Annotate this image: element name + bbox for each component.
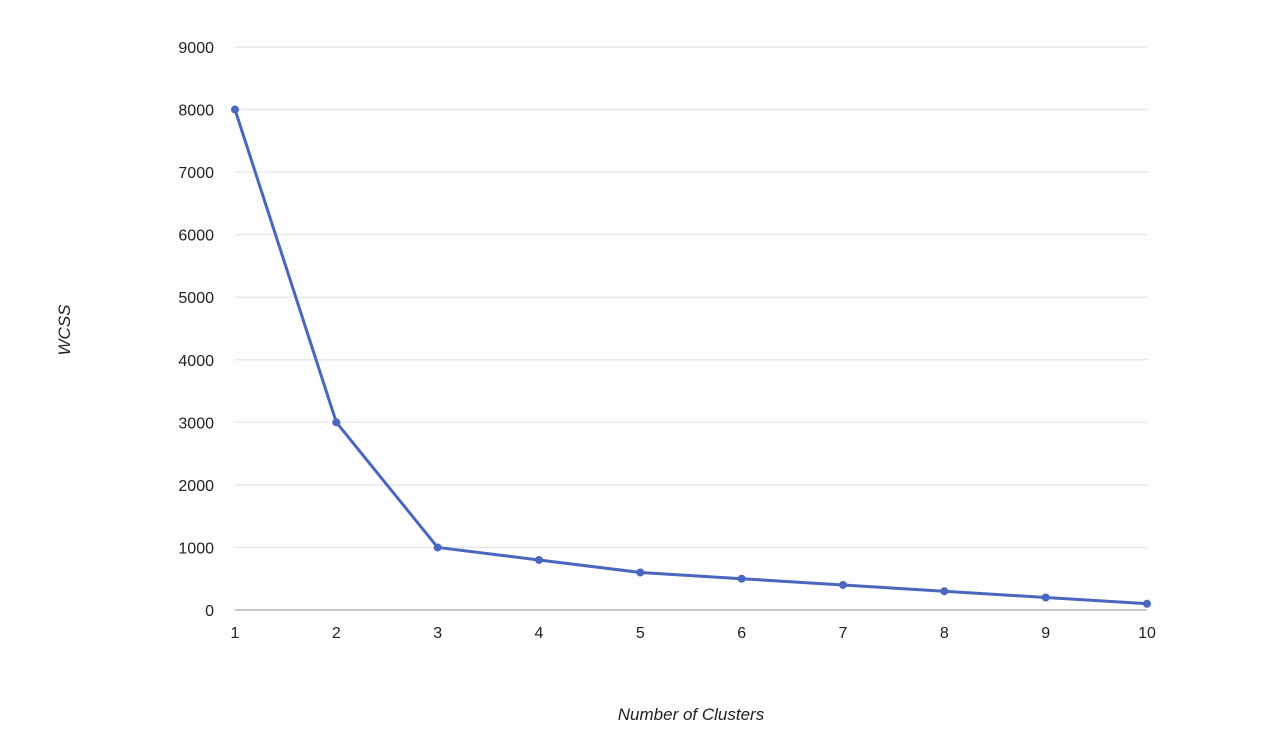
y-tick-label: 6000 (178, 228, 214, 245)
data-point (535, 555, 543, 564)
data-point (737, 574, 746, 583)
y-tick-label: 8000 (178, 103, 214, 120)
x-tick-label: 3 (433, 625, 442, 642)
y-tick-label: 4000 (178, 353, 214, 370)
data-point (332, 418, 341, 427)
y-tick-label: 0 (205, 603, 214, 620)
data-point (636, 568, 645, 577)
data-point (433, 543, 442, 552)
y-tick-label: 5000 (178, 290, 214, 307)
x-tick-label: 7 (839, 625, 848, 642)
y-axis-tick-labels: 0 1000 2000 3000 4000 5000 6000 7000 8000 9000 (178, 40, 214, 620)
x-tick-label: 2 (332, 625, 341, 642)
x-tick-label: 9 (1041, 625, 1050, 642)
data-point (940, 587, 949, 596)
y-tick-label: 3000 (178, 415, 214, 432)
data-point (1143, 599, 1151, 608)
x-tick-label: 10 (1138, 625, 1156, 642)
data-point (839, 580, 847, 589)
x-tick-label: 8 (940, 625, 949, 642)
x-tick-label: 1 (231, 625, 240, 642)
y-tick-label: 1000 (178, 540, 214, 557)
y-axis-title: WCSS (55, 304, 74, 356)
x-tick-label: 5 (636, 625, 645, 642)
x-axis-title: Number of Clusters (618, 705, 765, 724)
y-tick-label: 7000 (178, 165, 214, 182)
x-tick-label: 4 (535, 625, 544, 642)
x-tick-label: 6 (737, 625, 746, 642)
data-point (1041, 593, 1050, 602)
gridlines (235, 46, 1147, 611)
y-tick-label: 9000 (178, 40, 214, 57)
x-axis-tick-labels: 1 2 3 4 5 6 7 8 9 10 (231, 625, 1156, 642)
series-line (233, 108, 1149, 606)
y-tick-label: 2000 (178, 478, 214, 495)
series-group (231, 105, 1151, 608)
data-point (231, 105, 239, 114)
